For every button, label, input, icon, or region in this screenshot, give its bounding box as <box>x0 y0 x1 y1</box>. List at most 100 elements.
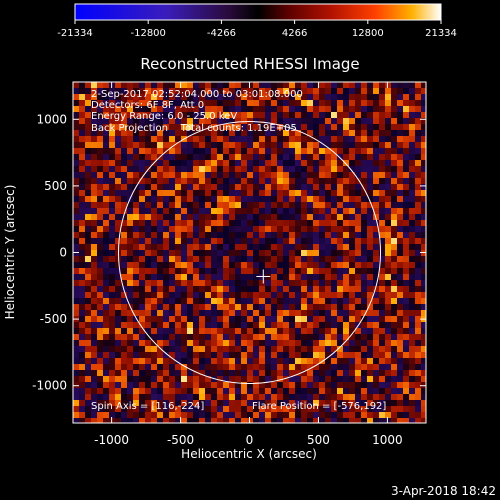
heatmap-cell <box>211 172 217 178</box>
heatmap-cell <box>319 178 325 184</box>
heatmap-cell <box>187 178 193 184</box>
heatmap-cell <box>373 172 379 178</box>
heatmap-cell <box>319 244 325 250</box>
heatmap-cell <box>373 226 379 232</box>
heatmap-cell <box>289 304 295 310</box>
heatmap-cell <box>175 322 181 328</box>
heatmap-cell <box>295 202 301 208</box>
heatmap-cell <box>241 418 247 423</box>
heatmap-cell <box>295 346 301 352</box>
heatmap-cell <box>379 184 385 190</box>
heatmap-cell <box>235 340 241 346</box>
heatmap-cell <box>217 220 223 226</box>
heatmap-cell <box>115 364 121 370</box>
heatmap-cell <box>313 142 319 148</box>
heatmap-cell <box>181 376 187 382</box>
heatmap-cell <box>199 178 205 184</box>
heatmap-cell <box>91 202 97 208</box>
heatmap-cell <box>103 268 109 274</box>
heatmap-cell <box>355 220 361 226</box>
heatmap-cell <box>91 322 97 328</box>
heatmap-cell <box>373 112 379 118</box>
heatmap-cell <box>265 298 271 304</box>
heatmap-cell <box>301 154 307 160</box>
heatmap-cell <box>205 244 211 250</box>
heatmap-cell <box>331 148 337 154</box>
heatmap-cell <box>265 322 271 328</box>
heatmap-cell <box>187 112 193 118</box>
heatmap-cell <box>343 178 349 184</box>
heatmap-cell <box>85 82 91 88</box>
heatmap-cell <box>355 304 361 310</box>
heatmap-cell <box>211 214 217 220</box>
heatmap-cell <box>397 202 403 208</box>
heatmap-cell <box>361 124 367 130</box>
heatmap-cell <box>379 190 385 196</box>
heatmap-cell <box>289 280 295 286</box>
heatmap-cell <box>289 382 295 388</box>
heatmap-cell <box>289 346 295 352</box>
heatmap-cell <box>391 88 397 94</box>
heatmap-cell <box>295 154 301 160</box>
heatmap-cell <box>211 232 217 238</box>
heatmap-cell <box>421 112 426 118</box>
heatmap-cell <box>373 298 379 304</box>
heatmap-cell <box>313 400 319 406</box>
heatmap-cell <box>259 178 265 184</box>
heatmap-cell <box>217 262 223 268</box>
heatmap-cell <box>127 418 133 423</box>
heatmap-cell <box>301 262 307 268</box>
heatmap-cell <box>265 280 271 286</box>
heatmap-cell <box>199 274 205 280</box>
heatmap-cell <box>169 394 175 400</box>
heatmap-cell <box>175 334 181 340</box>
heatmap-cell <box>421 310 426 316</box>
heatmap-cell <box>109 172 115 178</box>
heatmap-cell <box>79 196 85 202</box>
heatmap-cell <box>421 88 426 94</box>
heatmap-cell <box>199 124 205 130</box>
heatmap-cell <box>277 190 283 196</box>
heatmap-cell <box>337 166 343 172</box>
heatmap-cell <box>205 202 211 208</box>
heatmap-cell <box>181 316 187 322</box>
heatmap-cell <box>157 334 163 340</box>
heatmap-cell <box>121 142 127 148</box>
heatmap-cell <box>277 88 283 94</box>
heatmap-cell <box>313 292 319 298</box>
heatmap-cell <box>343 124 349 130</box>
heatmap-cell <box>409 364 415 370</box>
heatmap-cell <box>157 100 163 106</box>
heatmap-cell <box>403 376 409 382</box>
heatmap-cell <box>307 400 313 406</box>
heatmap-cell <box>211 154 217 160</box>
heatmap-cell <box>163 220 169 226</box>
heatmap-cell <box>175 196 181 202</box>
heatmap-cell <box>421 286 426 292</box>
heatmap-cell <box>121 316 127 322</box>
heatmap-cell <box>199 310 205 316</box>
heatmap-cell <box>229 226 235 232</box>
heatmap-cell <box>253 400 259 406</box>
heatmap-cell <box>331 244 337 250</box>
heatmap-cell <box>163 142 169 148</box>
heatmap-cell <box>91 370 97 376</box>
heatmap-cell <box>73 238 79 244</box>
heatmap-cell <box>355 166 361 172</box>
heatmap-cell <box>331 268 337 274</box>
heatmap-cell <box>73 82 79 88</box>
heatmap-cell <box>133 202 139 208</box>
heatmap-cell <box>187 100 193 106</box>
heatmap-cell <box>415 268 421 274</box>
heatmap-cell <box>313 172 319 178</box>
heatmap-cell <box>391 124 397 130</box>
heatmap-cell <box>103 172 109 178</box>
heatmap-cell <box>199 100 205 106</box>
heatmap-cell <box>271 340 277 346</box>
heatmap-cell <box>139 250 145 256</box>
heatmap-cell <box>199 190 205 196</box>
heatmap-cell <box>175 88 181 94</box>
heatmap-cell <box>325 316 331 322</box>
heatmap-cell <box>229 202 235 208</box>
heatmap-cell <box>97 214 103 220</box>
